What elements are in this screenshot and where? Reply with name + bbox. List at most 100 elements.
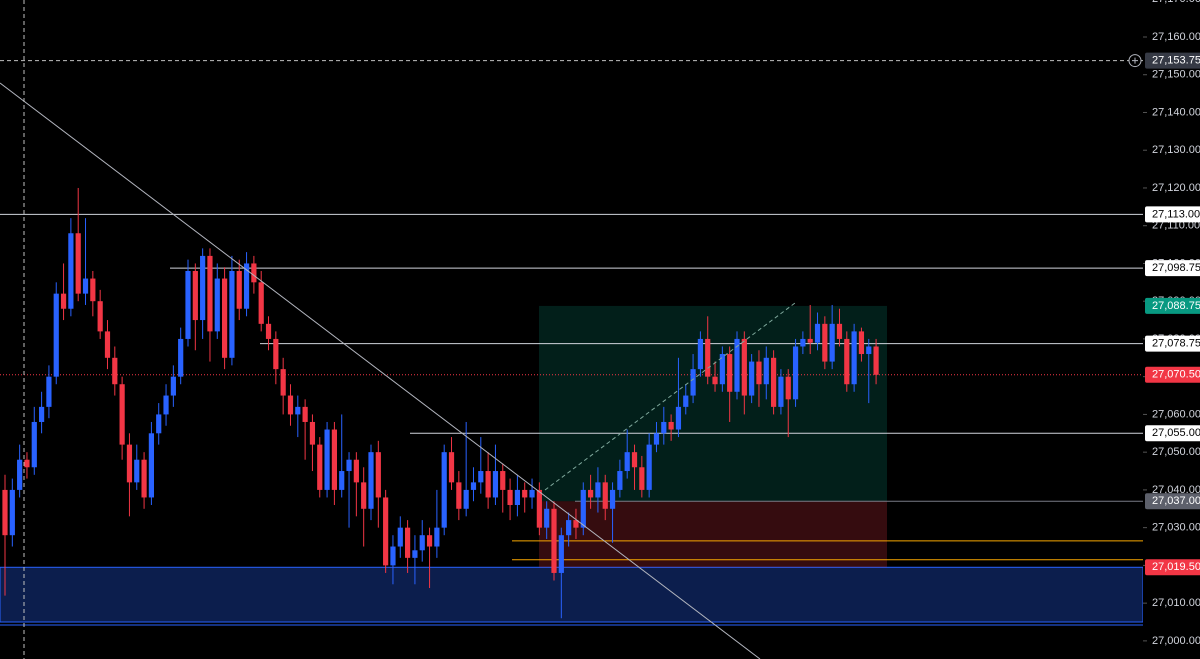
candle-body — [112, 357, 118, 385]
candle-body — [434, 527, 440, 547]
candle-body — [844, 338, 850, 385]
candle-body — [485, 471, 491, 498]
candle-body — [573, 520, 579, 528]
candle-body — [119, 384, 125, 445]
zone-label-text: 27,019.50 — [1152, 561, 1200, 573]
candle-body — [53, 293, 59, 377]
y-tick-label: 27,060.00 — [1152, 408, 1200, 420]
candle-body — [295, 406, 301, 415]
candle-body — [148, 433, 154, 498]
candle-body — [17, 459, 23, 490]
candle-body — [287, 395, 294, 415]
drawings-front — [0, 0, 796, 659]
candle-body — [90, 278, 96, 302]
candle-body — [280, 369, 286, 396]
candle-body — [675, 406, 682, 430]
candle-body — [156, 414, 162, 434]
candle-body — [419, 535, 425, 551]
candle-body — [478, 471, 484, 483]
candle-body — [317, 444, 323, 490]
candle-body — [800, 338, 806, 347]
candle-body — [375, 452, 381, 498]
y-tick-label: 27,130.00 — [1152, 144, 1200, 156]
candle-body — [126, 444, 133, 483]
candle-body — [9, 489, 15, 536]
candle-body — [822, 323, 828, 362]
projection-line — [544, 302, 796, 491]
candle-body — [697, 338, 703, 370]
candle-body — [309, 421, 316, 445]
candle-body — [200, 255, 206, 321]
y-tick-label: 27,030.00 — [1152, 522, 1200, 534]
y-tick-label: 27,150.00 — [1152, 69, 1200, 81]
add-icon — [1132, 57, 1138, 64]
level-label — [1145, 425, 1200, 442]
candle-body — [771, 357, 777, 407]
candle-body — [514, 489, 520, 506]
candle-body — [653, 433, 660, 445]
zone-label — [1145, 559, 1200, 576]
candle-body — [463, 489, 469, 509]
crosshair-label — [1145, 52, 1200, 69]
y-tick-label: 27,170.00 — [1152, 0, 1200, 5]
trend-line — [0, 82, 761, 659]
last-price-label — [1145, 366, 1200, 383]
candle-body — [258, 282, 264, 324]
candle-body — [873, 346, 879, 375]
candle-body — [500, 471, 506, 490]
candle-body — [185, 270, 191, 339]
candle-body — [470, 482, 477, 490]
y-tick-label: 27,160.00 — [1152, 31, 1200, 43]
candle-body — [251, 263, 257, 283]
candle-body — [353, 459, 359, 483]
candle-body — [192, 270, 198, 321]
candle-body — [588, 489, 594, 498]
candle-body — [851, 331, 857, 385]
candle-body — [727, 354, 733, 392]
candle-body — [31, 421, 37, 468]
level-label-text: 27,055.00 — [1152, 427, 1200, 439]
candle-body — [807, 338, 813, 343]
target-area — [539, 305, 887, 502]
candle-body — [814, 323, 821, 343]
candle-body — [566, 520, 572, 536]
candle-body — [97, 301, 103, 332]
candle-body — [646, 444, 652, 490]
candle-body — [631, 452, 638, 468]
level-label-text: 27,098.75 — [1152, 262, 1200, 274]
candle-body — [397, 527, 403, 547]
candle-body — [60, 293, 67, 309]
y-tick-label: 27,140.00 — [1152, 106, 1200, 118]
candle-body — [243, 263, 250, 309]
candle-body — [104, 331, 111, 358]
candle-body — [141, 459, 147, 498]
candle-body — [741, 338, 747, 396]
candle-body — [405, 527, 411, 558]
candle-body — [580, 489, 586, 528]
candle-body — [82, 278, 89, 294]
candle-body — [229, 270, 235, 358]
candle-body — [456, 482, 462, 509]
candle-body — [361, 482, 367, 509]
candle-body — [68, 233, 74, 309]
candle-body — [609, 489, 616, 509]
y-tick-label: 27,050.00 — [1152, 446, 1200, 458]
candle-body — [756, 361, 762, 385]
candle-body — [163, 395, 169, 415]
candle-body — [734, 338, 740, 392]
candle-body — [441, 452, 447, 528]
candle-body — [273, 338, 279, 370]
candle-body — [639, 467, 645, 490]
target-label-text: 27,088.75 — [1152, 300, 1200, 312]
candle-body — [507, 489, 513, 506]
candle-body — [302, 406, 308, 422]
candle-body — [551, 508, 557, 573]
candle-body — [426, 535, 433, 547]
candle-body — [368, 452, 374, 509]
candle-body — [690, 369, 696, 396]
candle-body — [331, 429, 337, 490]
candle-body — [178, 338, 184, 377]
